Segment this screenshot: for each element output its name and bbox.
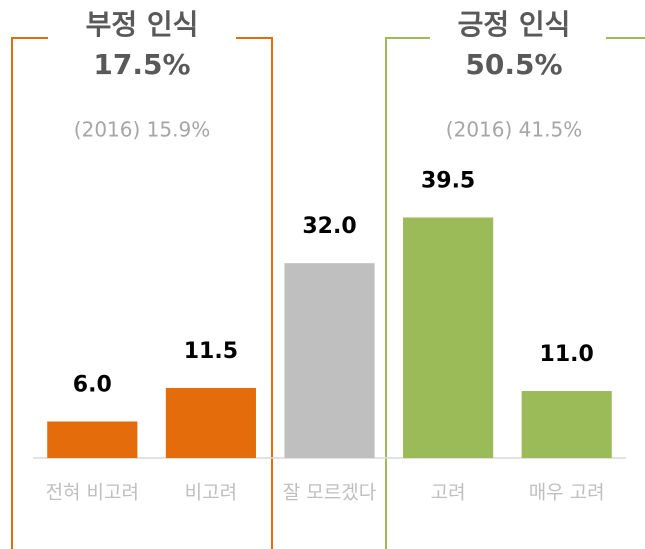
value-label: 6.0 [73,372,112,397]
value-label: 11.5 [184,339,238,364]
bar [47,421,138,458]
group-bracket [11,37,273,549]
x-tick-label: 고려 [431,482,466,504]
bar [284,263,375,458]
group-title: 긍정 인식 [458,8,571,41]
x-tick-label: 비고려 [185,482,237,504]
value-label: 32.0 [302,214,356,239]
group-note: (2016) 41.5% [446,118,582,142]
x-tick-label: 매우 고려 [529,482,605,504]
bar [521,391,612,458]
value-label: 39.5 [421,168,475,193]
group-value: 17.5% [93,48,190,81]
bar [165,387,256,458]
group-title: 부정 인식 [86,8,199,41]
x-tick-label: 잘 모르겠다 [283,482,376,504]
x-tick-label: 전혀 비고려 [46,482,139,504]
bar [403,217,494,458]
value-label: 11.0 [540,342,594,367]
group-value: 50.5% [465,48,562,81]
group-note: (2016) 15.9% [74,118,210,142]
group-bracket [385,37,645,549]
